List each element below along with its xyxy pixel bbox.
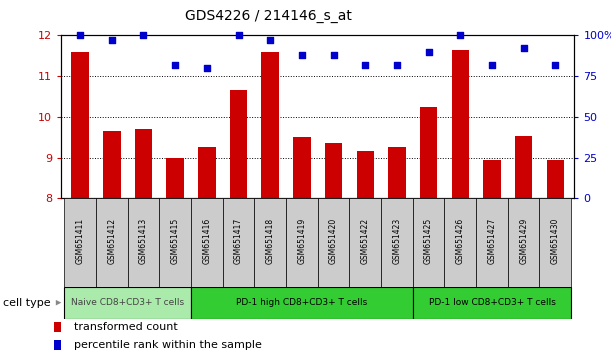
Text: PD-1 high CD8+CD3+ T cells: PD-1 high CD8+CD3+ T cells bbox=[236, 298, 367, 307]
Text: GSM651423: GSM651423 bbox=[392, 218, 401, 264]
Bar bbox=[286, 198, 318, 287]
Text: GSM651425: GSM651425 bbox=[424, 218, 433, 264]
Bar bbox=[508, 198, 540, 287]
Bar bbox=[413, 287, 571, 319]
Text: transformed count: transformed count bbox=[74, 322, 177, 332]
Point bbox=[202, 65, 212, 71]
Text: GSM651427: GSM651427 bbox=[488, 218, 497, 264]
Text: GSM651413: GSM651413 bbox=[139, 218, 148, 264]
Point bbox=[360, 62, 370, 68]
Bar bbox=[413, 198, 444, 287]
Text: GSM651419: GSM651419 bbox=[298, 218, 306, 264]
Bar bbox=[254, 198, 286, 287]
Bar bbox=[325, 143, 342, 198]
Bar bbox=[357, 152, 374, 198]
Bar bbox=[64, 287, 191, 319]
Point bbox=[551, 62, 560, 68]
Text: GSM651416: GSM651416 bbox=[202, 218, 211, 264]
Text: Naive CD8+CD3+ T cells: Naive CD8+CD3+ T cells bbox=[71, 298, 184, 307]
Text: GSM651411: GSM651411 bbox=[76, 218, 84, 264]
Text: GSM651430: GSM651430 bbox=[551, 217, 560, 264]
Bar bbox=[483, 160, 500, 198]
Text: GSM651418: GSM651418 bbox=[266, 218, 275, 264]
Bar bbox=[318, 198, 349, 287]
Bar bbox=[191, 198, 222, 287]
Bar bbox=[262, 52, 279, 198]
Text: GSM651415: GSM651415 bbox=[170, 218, 180, 264]
Point bbox=[139, 33, 148, 38]
Bar bbox=[128, 198, 159, 287]
Point bbox=[423, 49, 433, 55]
Text: GSM651422: GSM651422 bbox=[360, 218, 370, 264]
Text: GSM651417: GSM651417 bbox=[234, 218, 243, 264]
Bar bbox=[135, 129, 152, 198]
Bar bbox=[293, 137, 310, 198]
Bar bbox=[54, 340, 61, 350]
Bar bbox=[191, 287, 413, 319]
Bar bbox=[515, 136, 532, 198]
Text: percentile rank within the sample: percentile rank within the sample bbox=[74, 340, 262, 350]
Bar bbox=[349, 198, 381, 287]
Bar bbox=[420, 107, 437, 198]
Bar bbox=[452, 50, 469, 198]
Text: GDS4226 / 214146_s_at: GDS4226 / 214146_s_at bbox=[185, 9, 353, 23]
Bar bbox=[54, 322, 61, 332]
Point bbox=[107, 38, 117, 43]
Bar bbox=[96, 198, 128, 287]
Bar bbox=[71, 52, 89, 198]
Point bbox=[265, 38, 275, 43]
Point bbox=[233, 33, 243, 38]
Text: GSM651429: GSM651429 bbox=[519, 218, 528, 264]
Point bbox=[329, 52, 338, 58]
Text: GSM651412: GSM651412 bbox=[108, 218, 116, 264]
Point bbox=[297, 52, 307, 58]
Bar bbox=[198, 147, 216, 198]
Text: PD-1 low CD8+CD3+ T cells: PD-1 low CD8+CD3+ T cells bbox=[428, 298, 555, 307]
Bar bbox=[166, 158, 184, 198]
Bar bbox=[159, 198, 191, 287]
Point bbox=[455, 33, 465, 38]
Bar bbox=[476, 198, 508, 287]
Text: GSM651426: GSM651426 bbox=[456, 218, 465, 264]
Bar bbox=[388, 147, 406, 198]
Bar bbox=[64, 198, 96, 287]
Bar bbox=[540, 198, 571, 287]
Text: cell type: cell type bbox=[3, 298, 51, 308]
Bar bbox=[222, 198, 254, 287]
Point bbox=[170, 62, 180, 68]
Point bbox=[487, 62, 497, 68]
Bar bbox=[547, 160, 564, 198]
Bar bbox=[230, 90, 247, 198]
Bar bbox=[103, 131, 120, 198]
Point bbox=[519, 46, 529, 51]
Point bbox=[392, 62, 402, 68]
Bar bbox=[444, 198, 476, 287]
Text: GSM651420: GSM651420 bbox=[329, 218, 338, 264]
Bar bbox=[381, 198, 413, 287]
Point bbox=[75, 33, 85, 38]
